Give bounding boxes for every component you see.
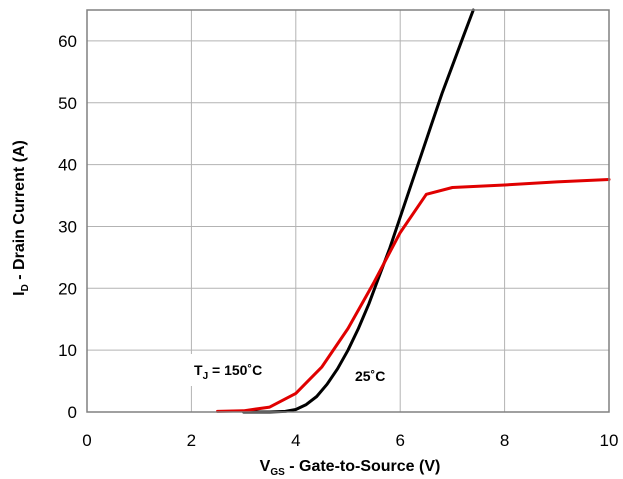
- plot-frame: [86, 9, 610, 413]
- y-tick-labels: 0 10 20 30 40 50 60: [58, 32, 77, 422]
- x-axis-title: VGS - Gate-to-Source (V): [260, 458, 441, 478]
- x-tick-label-0: 0: [82, 431, 91, 450]
- t25c-label: 25˚C: [355, 368, 385, 384]
- series-line-150c: [216, 178, 611, 413]
- y-tick-label-0: 0: [68, 403, 77, 422]
- x-tick-label-8: 8: [500, 431, 509, 450]
- x-axis-title-main: V: [260, 458, 271, 475]
- x-tick-labels: 0 2 4 6 8 10: [82, 431, 618, 450]
- y-axis-title-rest: - Drain Current (A): [11, 140, 28, 284]
- y-tick-label-50: 50: [58, 94, 77, 113]
- y-tick-label-10: 10: [58, 341, 77, 360]
- x-axis-title-rest: - Gate-to-Source (V): [285, 458, 441, 475]
- tj-label-rest: = 150˚C: [208, 362, 262, 378]
- y-tick-label-20: 20: [58, 279, 77, 298]
- x-tick-label-6: 6: [395, 431, 404, 450]
- x-tick-label-10: 10: [600, 431, 619, 450]
- x-tick-label-4: 4: [291, 431, 300, 450]
- tj-label-background: [184, 354, 280, 386]
- x-tick-label-2: 2: [187, 431, 196, 450]
- series-layer: [216, 8, 611, 414]
- series-line-25c: [242, 8, 475, 414]
- tj-label-subscript: J: [203, 371, 209, 382]
- tj-label-main: T: [194, 362, 203, 378]
- y-tick-label-60: 60: [58, 32, 77, 51]
- y-tick-label-30: 30: [58, 217, 77, 236]
- y-tick-label-40: 40: [58, 156, 77, 175]
- y-axis-title-subscript: D: [20, 284, 31, 291]
- y-axis-title-main: I: [11, 291, 28, 295]
- tj-150c-label: TJ = 150˚C: [194, 362, 262, 382]
- x-axis-title-subscript: GS: [270, 467, 285, 478]
- y-axis-title: ID - Drain Current (A): [11, 140, 31, 296]
